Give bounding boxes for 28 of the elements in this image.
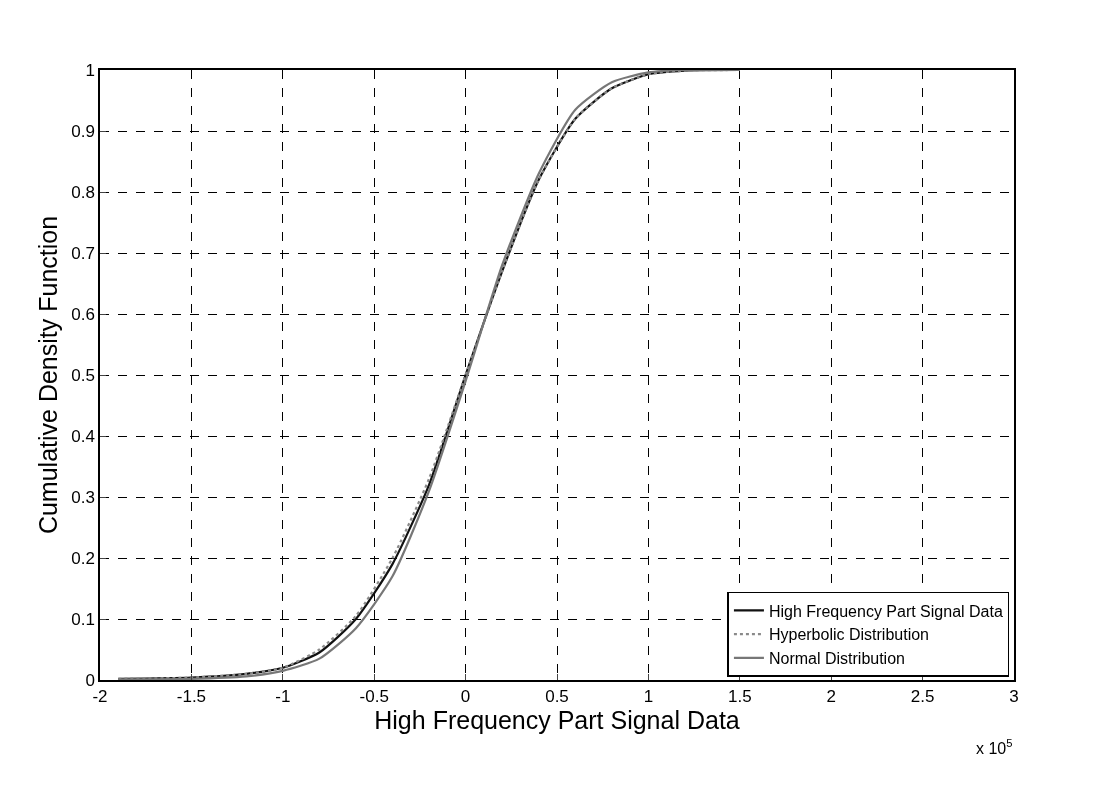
x-tick-label: 0 — [460, 687, 471, 707]
x-tick-label: 0.5 — [545, 687, 569, 707]
y-tick-label: 0.3 — [71, 487, 95, 507]
y-tick-label: 0.7 — [71, 243, 95, 263]
y-tick-label: 0.9 — [71, 121, 95, 141]
y-tick-label: 0.2 — [71, 548, 95, 568]
x-axis-title: High Frequency Part Signal Data — [374, 706, 740, 735]
x-tick-label: -1 — [275, 687, 291, 707]
y-tick-label: 0.1 — [71, 609, 95, 629]
x-tick-label: 1.5 — [727, 687, 752, 707]
y-tick-label: 0.5 — [71, 365, 95, 385]
y-tick-label: 1 — [85, 60, 95, 80]
y-tick-label: 0.6 — [71, 304, 95, 324]
x-tick-label: -1.5 — [176, 687, 207, 707]
x-tick-label: -0.5 — [359, 687, 389, 707]
x-tick-label: -2 — [92, 687, 108, 707]
y-tick-label: 0.4 — [71, 426, 95, 446]
x-tick-label: 2.5 — [910, 687, 935, 707]
legend-label: Normal Distribution — [768, 650, 905, 668]
text: x 10$^{5}$ — [976, 737, 1013, 757]
y-tick-label: 0 — [85, 670, 95, 690]
legend-label: Hyperbolic Distribution — [768, 626, 929, 644]
x-tick-label: 2 — [826, 687, 836, 707]
y-axis-title: Cumulative Density Function — [34, 215, 63, 535]
legend-label: High Frequency Part Signal Data — [768, 602, 1003, 620]
y-tick-label: 0.8 — [71, 182, 95, 202]
x-tick-label: 3 — [1009, 687, 1019, 707]
x-tick-label: 1 — [643, 687, 654, 707]
